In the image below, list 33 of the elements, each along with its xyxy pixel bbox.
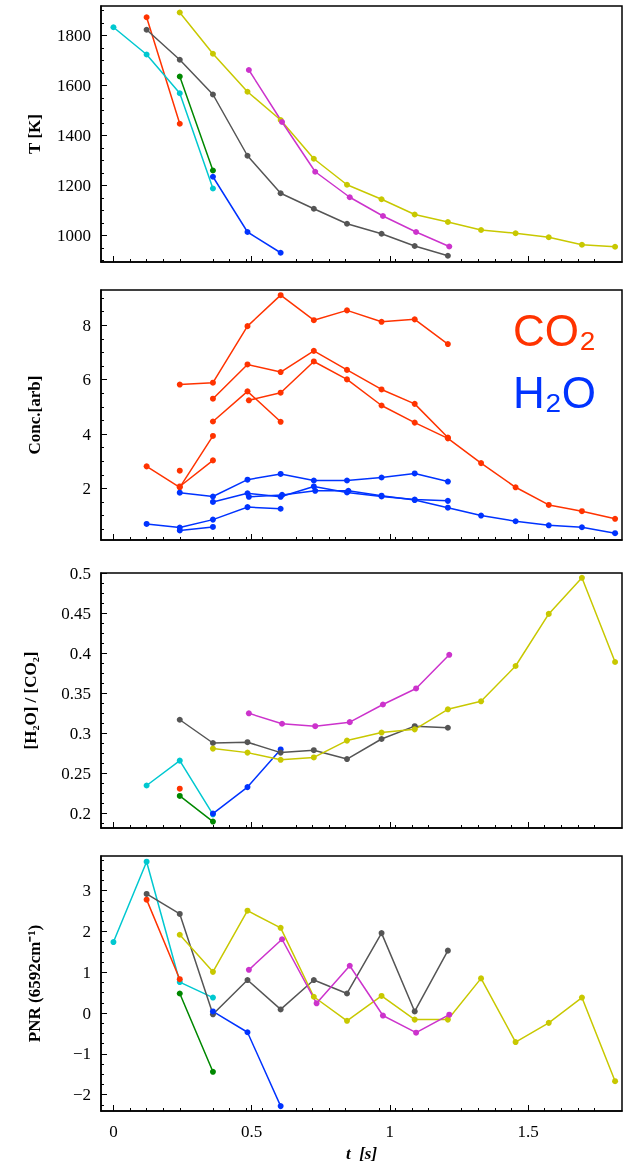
y-tick-label: 0.2 (69, 804, 91, 824)
series-label: CO₂ (512, 305, 597, 355)
x-tick-label: 1 (385, 1122, 395, 1141)
x-tick-label: 0.5 (241, 1122, 263, 1141)
x-axis-title: t [s] (345, 1143, 378, 1163)
y-tick-label: 0.35 (61, 683, 91, 703)
y-tick-label: 0.45 (61, 603, 91, 623)
y-tick-label: 2 (82, 478, 91, 498)
y-tick-label: 1 (82, 962, 91, 982)
y-tick-label: 0.5 (69, 563, 91, 583)
y-axis-title: T [K] (25, 114, 44, 154)
y-tick-label: 1200 (57, 175, 91, 195)
y-tick-label: 3 (82, 881, 91, 901)
y-axis-title: [H₂O] / [CO₂] (21, 651, 40, 750)
y-axis-title: Conc.[arb] (25, 375, 44, 455)
y-tick-label: 2 (82, 921, 91, 941)
y-tick-label: 0.25 (61, 763, 91, 783)
x-tick-label: 1.5 (517, 1122, 539, 1141)
y-tick-label: 1600 (57, 75, 91, 95)
y-tick-label: 0.3 (69, 723, 91, 743)
text: H₂O (512, 367, 597, 417)
y-tick-label: 1800 (57, 25, 91, 45)
y-tick-label: −2 (72, 1085, 91, 1105)
y-tick-label: 0 (82, 1003, 91, 1023)
y-tick-label: 1000 (57, 225, 91, 245)
y-tick-label: −1 (72, 1044, 91, 1064)
y-tick-label: 6 (82, 370, 91, 390)
y-tick-label: 4 (82, 424, 92, 444)
x-tick-label: 0 (109, 1122, 118, 1141)
y-tick-label: 1400 (57, 125, 91, 145)
y-tick-label: 8 (82, 315, 91, 335)
y-axis-title: PNR (6592cm⁻¹) (25, 924, 44, 1043)
y-tick-label: 0.4 (69, 643, 92, 663)
